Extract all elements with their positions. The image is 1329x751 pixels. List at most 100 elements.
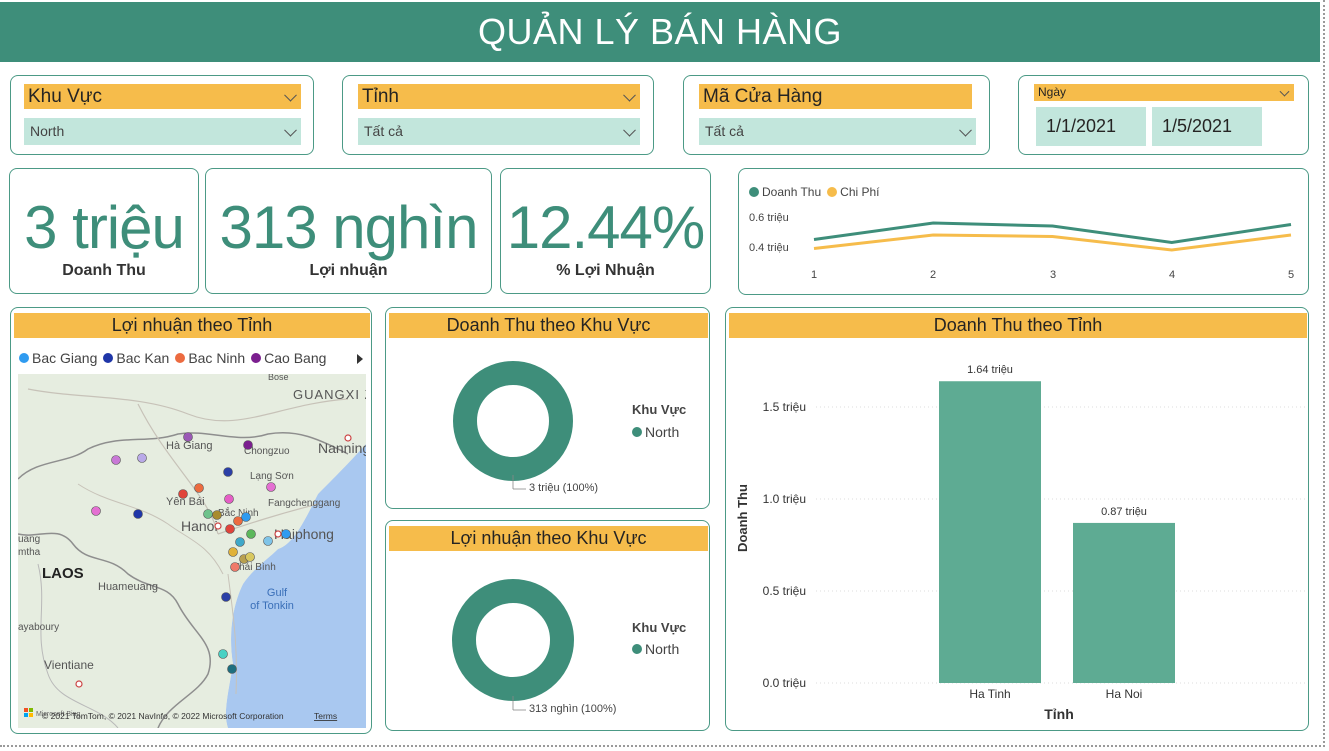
legend-item-cao-bang[interactable]: Cao Bang: [251, 350, 326, 366]
revenue-region-title: Doanh Thu theo Khu Vực: [389, 313, 708, 338]
map-label-uang: uang: [18, 534, 40, 545]
map-bubble[interactable]: [91, 506, 101, 516]
kpi-margin-label: % Lợi Nhuận: [556, 262, 655, 279]
revenue-donut[interactable]: [386, 308, 711, 510]
kpi-margin-card: 12.44% % Lợi Nhuận: [500, 168, 711, 294]
map-label-lang-son: Lạng Sơn: [250, 471, 294, 482]
legend-dot: [632, 427, 642, 437]
y-axis-title: Doanh Thu: [735, 484, 750, 552]
profit-donut-legend-title: Khu Vực: [632, 620, 687, 635]
map-bubble[interactable]: [133, 509, 143, 519]
map-bubble[interactable]: [137, 453, 147, 463]
legend-item-bac-kan[interactable]: Bac Kan: [103, 350, 169, 366]
legend-item-bac-ninh[interactable]: Bac Ninh: [175, 350, 245, 366]
map-label-huameuang: Huameuang: [98, 581, 158, 593]
x-tick-label: 2: [930, 269, 936, 281]
map-bubble[interactable]: [263, 536, 273, 546]
kpi-revenue-value: 3 triệu: [24, 194, 185, 261]
map-bubble[interactable]: [225, 524, 235, 534]
map-bubble[interactable]: [111, 455, 121, 465]
region-dropdown-value: North: [30, 123, 65, 139]
microsoft-logo-icon: [24, 708, 33, 717]
map-label-vientiane: Vientiane: [44, 658, 94, 672]
map-bubble[interactable]: [194, 483, 204, 493]
map-label-gulf-line2: of Tonkin: [250, 600, 294, 612]
y-tick-label: 0.6 triệu: [749, 212, 789, 224]
map-bubble[interactable]: [243, 440, 253, 450]
map-bubble[interactable]: [178, 489, 188, 499]
y-tick-label: 0.5 triệu: [763, 584, 806, 598]
map-label-sayabouri: ayaboury: [18, 622, 59, 633]
profit-donut-legend-item[interactable]: North: [632, 641, 679, 657]
store-slicer: Mã Cửa Hàng Tất cả: [683, 75, 990, 155]
region-dropdown[interactable]: North: [24, 118, 301, 145]
bar-ha-tinh[interactable]: [939, 381, 1041, 683]
map-bubble[interactable]: [266, 482, 276, 492]
region-slicer: Khu Vực North: [10, 75, 314, 155]
map-bubble[interactable]: [230, 562, 240, 572]
profit-region-card: Lợi nhuận theo Khu Vực 313 nghìn (100%) …: [385, 520, 710, 731]
bar-data-label: 0.87 triệu: [1101, 506, 1147, 518]
map-legend: Bac Giang Bac Kan Bac Ninh Cao Bang: [19, 350, 332, 366]
date-slicer-header[interactable]: Ngày: [1034, 84, 1294, 101]
revenue-province-title: Doanh Thu theo Tỉnh: [729, 313, 1307, 338]
chevron-down-icon: [284, 123, 297, 137]
chevron-down-icon: [623, 88, 636, 102]
map-bubble[interactable]: [203, 509, 213, 519]
map-bubble[interactable]: [235, 537, 245, 547]
chevron-down-icon: [1279, 86, 1290, 97]
series-line-cost[interactable]: [813, 233, 1292, 252]
map-terms-link[interactable]: Terms: [314, 711, 337, 721]
x-tick-label: 1: [811, 269, 817, 281]
map-label-nanning: Nanning: [318, 440, 366, 456]
legend-item-revenue[interactable]: Doanh Thu: [749, 185, 821, 199]
map-label-ha-giang: Hà Giang: [166, 440, 212, 452]
map-bubble[interactable]: [227, 664, 237, 674]
map-bubble[interactable]: [228, 547, 238, 557]
map-bubble[interactable]: [218, 649, 228, 659]
bar-ha-noi[interactable]: [1073, 522, 1175, 683]
legend-item-bac-giang[interactable]: Bac Giang: [19, 350, 97, 366]
map-bubble[interactable]: [221, 592, 231, 602]
line-chart-legend: Doanh Thu Chi Phí: [749, 185, 886, 199]
date-from-input[interactable]: 1/1/2021: [1036, 107, 1146, 146]
map-label-thai-binh: Thái Bình: [233, 562, 276, 573]
province-slicer-header[interactable]: Tỉnh: [358, 84, 640, 109]
map-bubble[interactable]: [212, 510, 222, 520]
map-bubble[interactable]: [224, 494, 234, 504]
map-bubbles: [91, 432, 291, 674]
map-view[interactable]: Bose GUANGXI Z Hà Giang Chongzuo Nanning…: [18, 374, 366, 728]
region-slicer-header[interactable]: Khu Vực: [24, 84, 301, 109]
kpi-profit-value: 313 nghìn: [219, 194, 479, 261]
map-bubble[interactable]: [281, 529, 291, 539]
donut-slice-north[interactable]: [452, 579, 574, 701]
map-label-gulf-line1: Gulf: [267, 587, 288, 599]
map-bubble[interactable]: [246, 529, 256, 539]
map-logo-text: Microsoft Bing: [36, 711, 80, 718]
map-bubble[interactable]: [241, 512, 251, 522]
date-to-input[interactable]: 1/5/2021: [1152, 107, 1262, 146]
x-tick-label: 5: [1288, 269, 1294, 281]
revenue-donut-legend-item[interactable]: North: [632, 424, 679, 440]
map-label-mtha: mtha: [18, 547, 41, 558]
map-bubble[interactable]: [233, 516, 243, 526]
profit-donut[interactable]: [386, 521, 711, 732]
map-bubble[interactable]: [245, 552, 255, 562]
series-line-revenue[interactable]: [813, 221, 1292, 245]
bar-data-label: 1.64 triệu: [967, 364, 1013, 376]
province-dropdown[interactable]: Tất cả: [358, 118, 640, 145]
chevron-down-icon: [623, 123, 636, 137]
legend-item-cost[interactable]: Chi Phí: [827, 185, 880, 199]
revenue-donut-legend-title: Khu Vực: [632, 402, 687, 417]
store-dropdown[interactable]: Tất cả: [699, 118, 976, 145]
date-slicer-label: Ngày: [1038, 85, 1067, 99]
legend-label: Bac Ninh: [188, 350, 246, 366]
line-chart-card: Doanh Thu Chi Phí 0.6 triệu 0.4 triệu 1 …: [738, 168, 1309, 295]
chevron-down-icon: [959, 123, 972, 137]
legend-next-arrow-icon[interactable]: [357, 354, 363, 364]
donut-slice-north[interactable]: [453, 361, 573, 481]
map-bubble[interactable]: [183, 432, 193, 442]
map-bubble[interactable]: [223, 467, 233, 477]
store-slicer-header[interactable]: Mã Cửa Hàng: [699, 84, 972, 109]
